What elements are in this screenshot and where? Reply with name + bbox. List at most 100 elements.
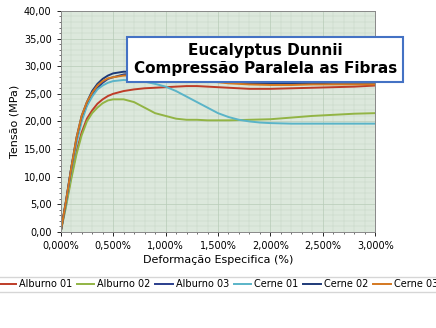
Cerne 02	[58, 230, 63, 234]
Alburno 02	[84, 119, 89, 123]
Cerne 03	[247, 82, 252, 86]
Alburno 03	[331, 80, 336, 84]
Alburno 02	[373, 111, 378, 115]
Alburno 03	[194, 73, 200, 77]
Cerne 02	[84, 100, 89, 104]
Cerne 02	[352, 81, 357, 85]
Cerne 01	[226, 115, 231, 119]
Cerne 02	[289, 82, 294, 86]
Cerne 02	[163, 72, 168, 76]
Alburno 03	[74, 139, 79, 143]
Alburno 02	[184, 118, 189, 122]
Alburno 01	[100, 97, 105, 101]
Alburno 01	[331, 85, 336, 89]
Cerne 01	[84, 104, 89, 108]
Alburno 03	[105, 77, 110, 81]
Alburno 02	[310, 114, 315, 118]
Alburno 01	[110, 92, 116, 96]
Cerne 01	[153, 82, 158, 86]
Alburno 01	[121, 89, 126, 93]
Alburno 02	[68, 177, 74, 181]
Alburno 03	[268, 80, 273, 84]
Cerne 01	[121, 78, 126, 82]
Alburno 01	[174, 85, 179, 89]
Alburno 02	[174, 117, 179, 121]
Alburno 01	[352, 85, 357, 89]
Alburno 01	[236, 86, 242, 90]
Cerne 03	[58, 230, 63, 234]
Cerne 02	[205, 78, 210, 82]
Cerne 03	[89, 91, 95, 95]
Alburno 01	[63, 202, 68, 206]
Cerne 03	[331, 82, 336, 86]
Alburno 01	[84, 117, 89, 121]
Alburno 01	[289, 86, 294, 90]
Cerne 03	[110, 75, 116, 79]
Cerne 02	[100, 77, 105, 81]
Alburno 03	[184, 72, 189, 76]
Alburno 03	[121, 72, 126, 76]
Cerne 03	[289, 83, 294, 87]
Cerne 03	[95, 84, 100, 88]
Line: Cerne 01: Cerne 01	[61, 80, 375, 232]
Cerne 03	[105, 76, 110, 80]
Alburno 03	[89, 93, 95, 97]
Cerne 01	[236, 118, 242, 122]
Alburno 01	[373, 84, 378, 88]
Alburno 01	[268, 87, 273, 91]
Cerne 03	[163, 75, 168, 79]
Alburno 01	[132, 88, 137, 92]
Cerne 03	[142, 73, 147, 77]
Cerne 02	[63, 199, 68, 203]
Alburno 01	[142, 86, 147, 90]
Cerne 02	[89, 89, 95, 93]
Cerne 01	[142, 80, 147, 84]
Cerne 02	[215, 79, 221, 83]
Cerne 01	[352, 122, 357, 126]
Alburno 02	[105, 98, 110, 102]
Cerne 02	[247, 81, 252, 85]
Alburno 03	[247, 79, 252, 83]
Alburno 03	[95, 86, 100, 90]
Alburno 02	[79, 133, 84, 137]
Alburno 03	[373, 79, 378, 83]
Cerne 02	[310, 81, 315, 85]
Cerne 03	[205, 79, 210, 83]
Alburno 03	[132, 72, 137, 75]
Alburno 02	[194, 118, 200, 122]
Alburno 01	[95, 102, 100, 106]
Cerne 03	[373, 82, 378, 86]
Cerne 02	[132, 70, 137, 74]
Cerne 03	[184, 77, 189, 81]
Cerne 01	[163, 85, 168, 89]
Cerne 02	[153, 72, 158, 75]
Alburno 01	[226, 86, 231, 90]
Alburno 02	[289, 115, 294, 119]
Cerne 03	[132, 73, 137, 77]
Alburno 03	[142, 71, 147, 75]
Alburno 03	[63, 199, 68, 203]
Cerne 01	[247, 119, 252, 123]
Cerne 01	[63, 202, 68, 206]
Alburno 02	[205, 118, 210, 122]
Alburno 01	[74, 150, 79, 154]
Alburno 02	[100, 101, 105, 105]
Line: Alburno 01: Alburno 01	[61, 86, 375, 232]
Alburno 01	[310, 86, 315, 90]
Alburno 03	[310, 80, 315, 84]
Cerne 02	[68, 166, 74, 170]
Alburno 01	[58, 230, 63, 234]
X-axis label: Deformação Especifica (%): Deformação Especifica (%)	[143, 255, 293, 265]
Alburno 01	[184, 84, 189, 88]
Alburno 03	[352, 80, 357, 84]
Cerne 03	[68, 166, 74, 170]
Alburno 03	[163, 71, 168, 75]
Alburno 01	[163, 85, 168, 89]
Cerne 01	[310, 122, 315, 126]
Alburno 03	[174, 72, 179, 75]
Cerne 01	[105, 81, 110, 85]
Cerne 01	[110, 79, 116, 83]
Alburno 01	[205, 85, 210, 89]
Alburno 02	[63, 205, 68, 209]
Cerne 01	[257, 121, 262, 125]
